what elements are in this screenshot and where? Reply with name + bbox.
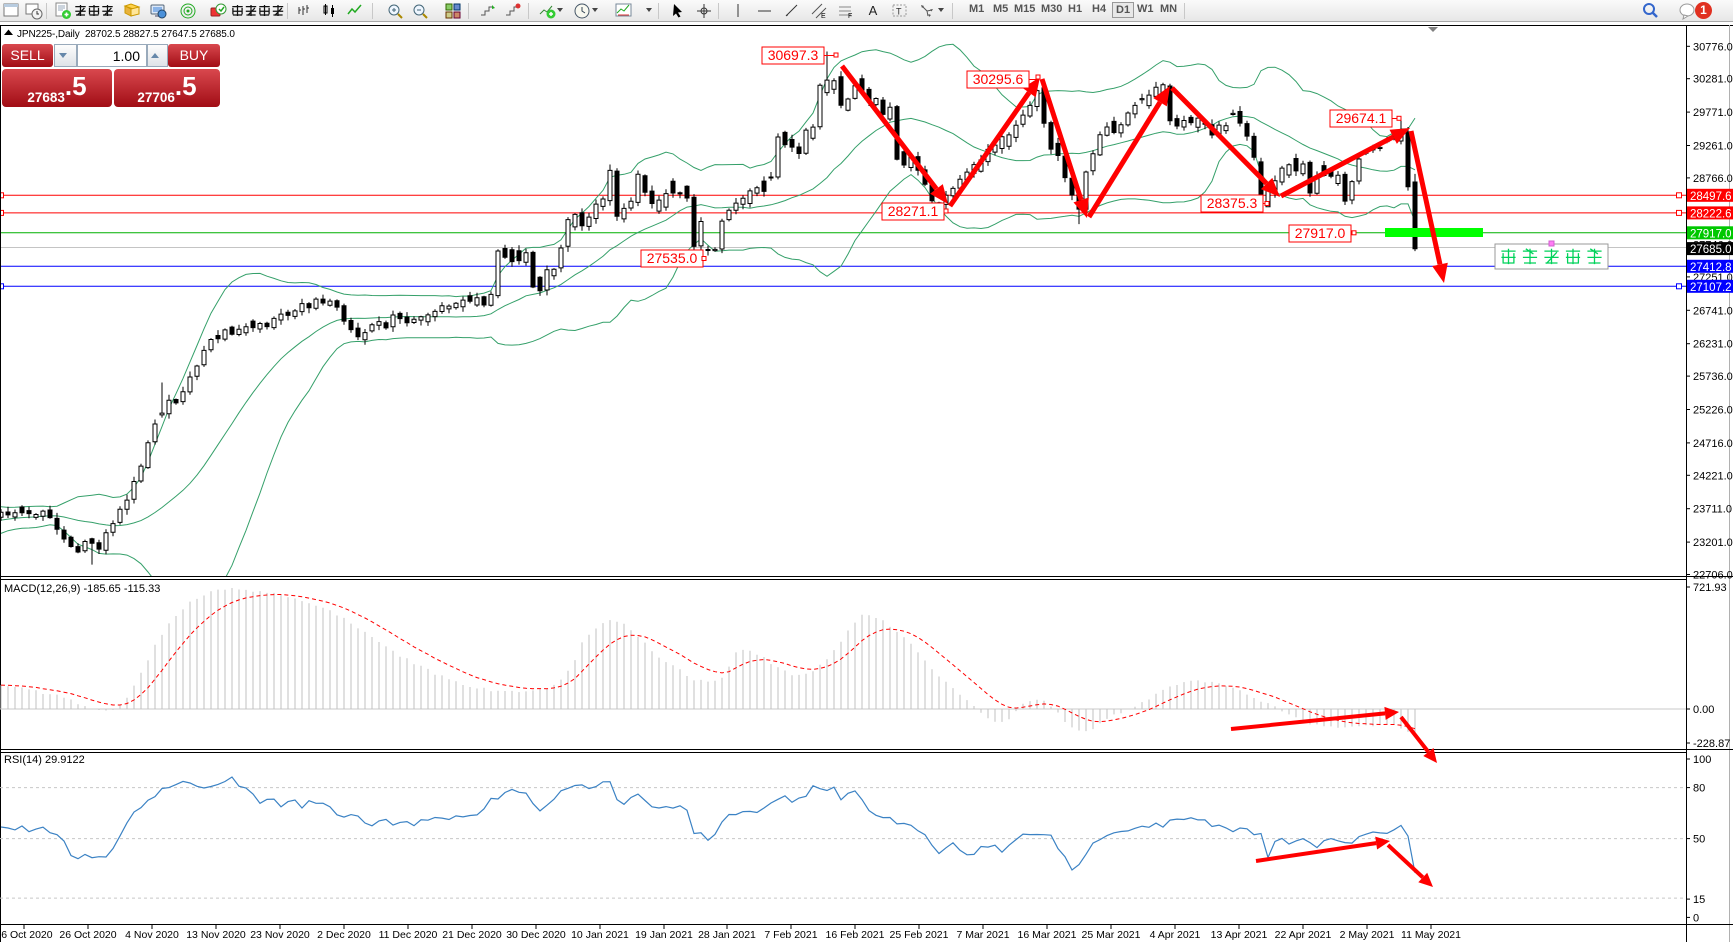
svg-text:11 May 2021: 11 May 2021 <box>1401 929 1461 941</box>
svg-text:13 Apr 2021: 13 Apr 2021 <box>1211 929 1268 941</box>
svg-text:28 Jan 2021: 28 Jan 2021 <box>698 929 756 941</box>
svg-text:2 May 2021: 2 May 2021 <box>1340 929 1395 941</box>
svg-text:MACD(12,26,9) -185.65 -115.33: MACD(12,26,9) -185.65 -115.33 <box>4 583 160 595</box>
svg-text:7 Mar 2021: 7 Mar 2021 <box>956 929 1009 941</box>
svg-text:27107.2: 27107.2 <box>1690 282 1732 294</box>
svg-text:RSI(14) 29.9122: RSI(14) 29.9122 <box>4 754 85 766</box>
svg-text:T: T <box>896 7 902 17</box>
svg-text:22 Apr 2021: 22 Apr 2021 <box>1275 929 1332 941</box>
svg-text:22706.0: 22706.0 <box>1693 570 1733 582</box>
svg-text:0.00: 0.00 <box>1693 704 1714 716</box>
svg-text:15: 15 <box>1693 894 1705 906</box>
svg-text:30295.6: 30295.6 <box>973 71 1024 87</box>
svg-text:24716.0: 24716.0 <box>1693 438 1733 450</box>
svg-text:-228.87: -228.87 <box>1693 738 1730 750</box>
svg-text:30697.3: 30697.3 <box>768 47 819 63</box>
svg-text:23201.0: 23201.0 <box>1693 537 1733 549</box>
svg-text:721.93: 721.93 <box>1693 582 1727 594</box>
svg-text:16 Feb 2021: 16 Feb 2021 <box>826 929 885 941</box>
svg-text:19 Jan 2021: 19 Jan 2021 <box>635 929 693 941</box>
svg-text:26741.0: 26741.0 <box>1693 305 1733 317</box>
svg-text:28497.6: 28497.6 <box>1690 191 1732 203</box>
svg-text:24221.0: 24221.0 <box>1693 470 1733 482</box>
svg-text:10 Jan 2021: 10 Jan 2021 <box>571 929 629 941</box>
svg-text:26 Oct 2020: 26 Oct 2020 <box>59 929 116 941</box>
svg-text:4 Apr 2021: 4 Apr 2021 <box>1150 929 1201 941</box>
svg-text:11 Dec 2020: 11 Dec 2020 <box>379 929 438 941</box>
svg-text:16 Oct 2020: 16 Oct 2020 <box>0 929 53 941</box>
svg-text:29771.0: 29771.0 <box>1693 107 1733 119</box>
svg-text:30 Dec 2020: 30 Dec 2020 <box>506 929 566 941</box>
svg-text:27535.0: 27535.0 <box>647 250 698 266</box>
svg-text:29261.0: 29261.0 <box>1693 141 1733 153</box>
svg-text:0: 0 <box>1693 912 1699 924</box>
svg-text:30776.0: 30776.0 <box>1693 41 1733 53</box>
svg-text:4 Nov 2020: 4 Nov 2020 <box>125 929 179 941</box>
svg-text:29674.1: 29674.1 <box>1336 110 1387 126</box>
svg-text:50: 50 <box>1693 834 1705 846</box>
svg-text:13 Nov 2020: 13 Nov 2020 <box>186 929 246 941</box>
svg-text:27685.0: 27685.0 <box>1690 244 1732 256</box>
svg-text:E: E <box>821 13 826 20</box>
svg-text:28222.6: 28222.6 <box>1690 208 1732 220</box>
svg-text:25736.0: 25736.0 <box>1693 371 1733 383</box>
svg-text:28375.3: 28375.3 <box>1207 195 1258 211</box>
svg-text:F: F <box>848 13 852 20</box>
svg-text:21 Dec 2020: 21 Dec 2020 <box>442 929 502 941</box>
svg-text:28766.0: 28766.0 <box>1693 173 1733 185</box>
svg-text:27917.0: 27917.0 <box>1295 225 1346 241</box>
svg-text:JPN225-,Daily 28702.5 28827.5: JPN225-,Daily 28702.5 28827.5 27647.5 27… <box>17 29 235 40</box>
svg-text:30281.0: 30281.0 <box>1693 74 1733 86</box>
svg-text:25 Feb 2021: 25 Feb 2021 <box>890 929 949 941</box>
svg-text:2 Dec 2020: 2 Dec 2020 <box>317 929 371 941</box>
svg-text:25 Mar 2021: 25 Mar 2021 <box>1082 929 1141 941</box>
svg-text:28271.1: 28271.1 <box>888 203 939 219</box>
svg-text:100: 100 <box>1693 754 1711 766</box>
svg-text:80: 80 <box>1693 783 1705 795</box>
svg-text:16 Mar 2021: 16 Mar 2021 <box>1018 929 1077 941</box>
svg-text:27917.0: 27917.0 <box>1690 228 1732 240</box>
svg-text:25226.0: 25226.0 <box>1693 405 1733 417</box>
svg-text:7 Feb 2021: 7 Feb 2021 <box>764 929 817 941</box>
svg-text:27412.8: 27412.8 <box>1690 262 1732 274</box>
svg-text:26231.0: 26231.0 <box>1693 339 1733 351</box>
svg-text:23711.0: 23711.0 <box>1693 504 1732 516</box>
svg-text:23 Nov 2020: 23 Nov 2020 <box>250 929 310 941</box>
